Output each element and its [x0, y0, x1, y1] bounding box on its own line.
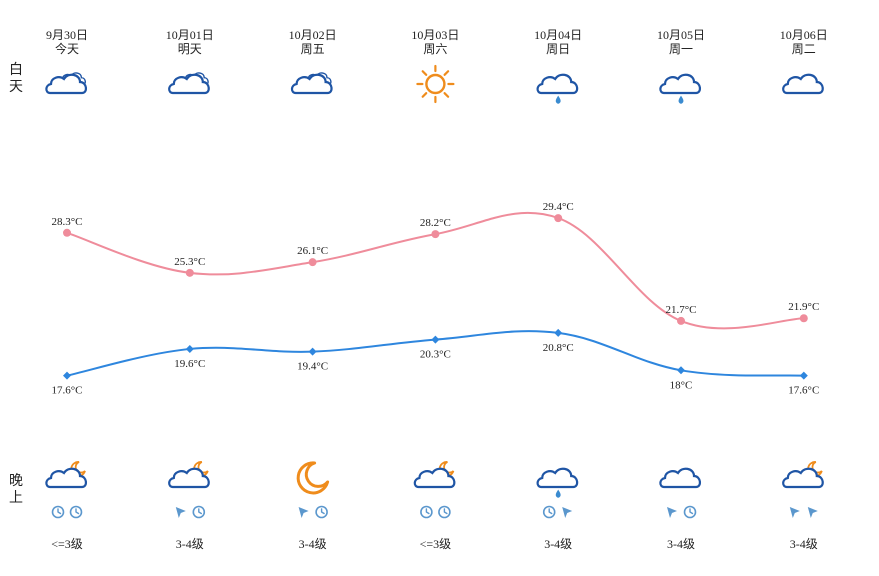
cloudy-night-moon-icon: [45, 461, 87, 489]
date-label: 10月04日: [534, 28, 583, 42]
arrow-icon: [175, 507, 186, 518]
clock-icon: [420, 505, 433, 519]
data-label: 26.1°C: [297, 245, 328, 257]
weekday-label: 周二: [791, 42, 816, 56]
data-point: [63, 228, 71, 237]
weekday-label: 周五: [300, 42, 325, 56]
weekday-label: 周六: [423, 42, 448, 56]
arrow-icon: [298, 507, 309, 518]
clock-icon: [315, 505, 328, 519]
rain-cloud-icon: [536, 467, 579, 498]
data-point: [431, 335, 440, 344]
day-column: 10月04日 周日: [503, 28, 613, 56]
arrow-icon: [562, 507, 573, 518]
clock-icon: [438, 505, 451, 519]
weekday-label: 周日: [546, 42, 571, 56]
data-point: [799, 371, 808, 380]
date-label: 10月02日: [288, 28, 337, 42]
wind-level-label: 3-4级: [789, 537, 818, 551]
data-point: [185, 268, 194, 277]
rain-cloud-icon: [659, 73, 701, 104]
date-label: 10月01日: [165, 28, 214, 42]
data-point: [677, 316, 685, 325]
arrow-icon: [789, 507, 800, 518]
low-temp-series: 17.6°C 19.6°C 19.4°C 20.3°C 20.8°C 18°C 17.6°C: [52, 328, 819, 397]
data-label: 17.6°C: [52, 385, 83, 397]
clock-icon: [69, 505, 83, 519]
data-point: [799, 314, 808, 323]
data-point: [63, 371, 71, 380]
date-label: 9月30日: [45, 28, 88, 42]
cloud-icon: [782, 73, 824, 95]
data-point: [431, 230, 440, 239]
day-label: 白天: [9, 63, 23, 95]
arrow-icon: [807, 507, 818, 518]
wind-level-label: <=3级: [51, 537, 83, 551]
partly-cloudy-icon: [45, 72, 87, 95]
wind-level-label: <=3级: [419, 537, 452, 551]
clock-icon: [683, 505, 697, 519]
wind-level-label: 3-4级: [667, 537, 695, 551]
day-column: 9月30日 今天: [12, 28, 122, 56]
cloudy-night-moon-icon: [782, 461, 824, 489]
wind-level-label: 3-4级: [298, 537, 327, 551]
clock-icon: [192, 505, 206, 519]
cloudy-night-moon-icon: [413, 461, 456, 489]
data-label: 21.7°C: [666, 304, 697, 316]
data-label: 20.8°C: [543, 342, 574, 354]
data-label: 21.9°C: [788, 301, 819, 313]
day-column: 10月03日 周六: [380, 28, 490, 56]
cloud-icon: [659, 467, 701, 489]
night-label: 晚上: [9, 474, 23, 506]
data-point: [308, 347, 317, 356]
data-label: 28.2°C: [420, 217, 451, 229]
crescent-moon-icon: [296, 461, 330, 495]
partly-cloudy-icon: [168, 72, 210, 95]
data-label: 25.3°C: [174, 256, 205, 268]
data-label: 19.6°C: [174, 358, 205, 370]
wind-level-label: 3-4级: [175, 537, 204, 551]
data-label: 28.3°C: [52, 216, 83, 228]
wind-level-label: 3-4级: [544, 537, 573, 551]
data-point: [677, 366, 685, 375]
date-label: 10月03日: [411, 28, 460, 42]
date-label: 10月05日: [656, 28, 705, 42]
data-point: [308, 258, 317, 267]
data-label: 17.6°C: [788, 385, 819, 397]
day-column: 10月02日 周五: [258, 28, 368, 56]
data-label: 20.3°C: [420, 349, 451, 361]
weekday-label: 周一: [668, 42, 693, 56]
cloudy-night-moon-icon: [168, 461, 210, 489]
clock-icon: [542, 505, 556, 519]
weekday-label: 明天: [177, 42, 202, 56]
date-label: 10月06日: [779, 28, 828, 42]
day-column: 10月06日 周二: [749, 28, 859, 56]
data-point: [554, 214, 563, 223]
data-label: 18°C: [670, 379, 693, 391]
arrow-icon: [667, 507, 677, 518]
sun-icon: [416, 64, 455, 104]
data-point: [554, 328, 563, 337]
partly-cloudy-icon: [290, 72, 333, 95]
data-label: 29.4°C: [543, 201, 574, 213]
data-point: [185, 344, 194, 353]
rain-cloud-icon: [536, 73, 579, 104]
data-label: 19.4°C: [297, 361, 328, 373]
high-temp-series: 28.3°C 25.3°C 26.1°C 28.2°C 29.4°C 21.7°C 21.9…: [52, 201, 819, 330]
day-column: 10月01日 明天: [135, 28, 245, 56]
weekday-label: 今天: [54, 42, 79, 56]
clock-icon: [51, 505, 65, 519]
day-column: 10月05日 周一: [626, 28, 736, 56]
